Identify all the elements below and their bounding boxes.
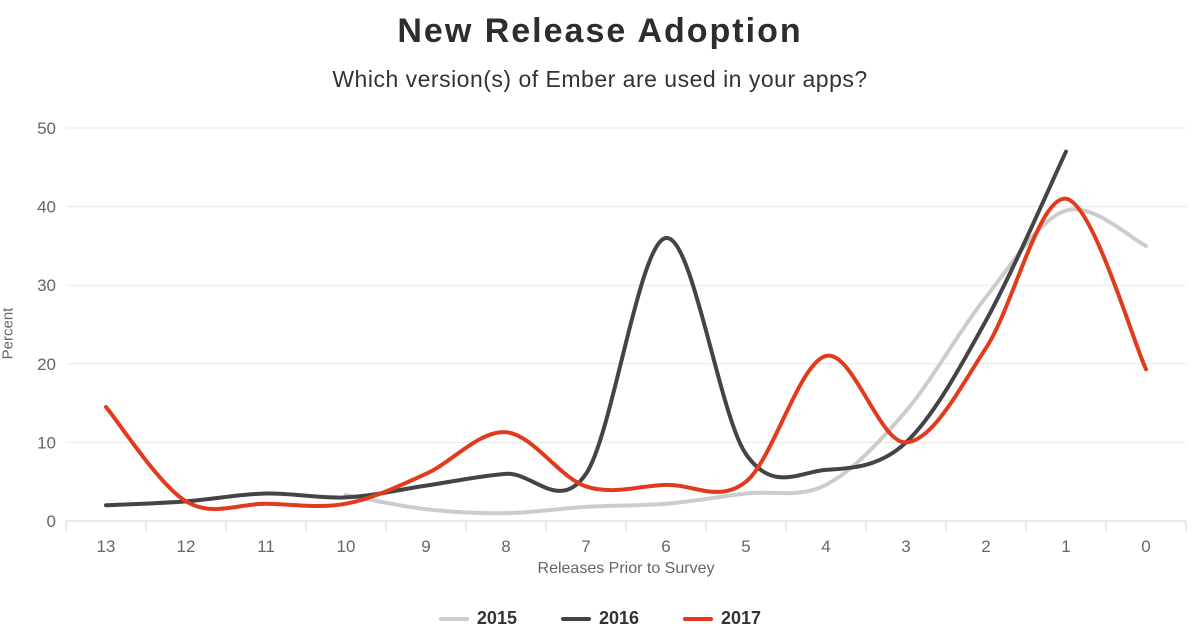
x-tick-label: 7 [581, 537, 590, 556]
x-tick-label: 11 [257, 537, 275, 556]
x-tick-label: 2 [981, 537, 990, 556]
x-tick-label: 4 [821, 537, 830, 556]
y-tick-label: 40 [37, 198, 56, 217]
legend-item-2016[interactable]: 2016 [560, 608, 640, 629]
series-line-2017[interactable] [104, 196, 1148, 512]
y-tick-label: 20 [37, 355, 56, 374]
x-tick-label: 1 [1061, 537, 1070, 556]
legend: 2015 2016 2017 [0, 608, 1200, 629]
y-tick-label: 10 [37, 433, 56, 452]
x-tick-label: 3 [901, 537, 910, 556]
y-axis-title: Percent [0, 307, 17, 360]
legend-label-2016: 2016 [598, 608, 640, 628]
legend-item-2017[interactable]: 2017 [683, 608, 761, 629]
x-tick-label: 0 [1141, 537, 1150, 556]
x-tick-label: 9 [421, 537, 430, 556]
legend-item-2015[interactable]: 2015 [438, 608, 517, 629]
legend-swatch-2015 [438, 616, 469, 621]
series-line-2016[interactable] [104, 149, 1068, 508]
x-axis-title: Releases Prior to Survey [537, 560, 715, 577]
y-tick-label: 30 [37, 276, 56, 295]
x-tick-label: 6 [661, 537, 670, 556]
y-tick-label: 0 [47, 512, 56, 531]
legend-label-2017: 2017 [721, 608, 762, 628]
legend-label-2015: 2015 [476, 608, 517, 628]
x-tick-label: 13 [97, 537, 116, 556]
y-tick-label: 50 [37, 119, 56, 138]
x-tick-label: 10 [337, 537, 356, 556]
x-tick-label: 12 [177, 537, 196, 556]
x-tick-label: 8 [501, 537, 510, 556]
legend-swatch-2017 [683, 616, 714, 621]
legend-swatch-2016 [560, 616, 591, 621]
chart-title: New Release Adoption [397, 12, 803, 50]
chart-subtitle: Which version(s) of Ember are used in yo… [332, 66, 868, 92]
x-tick-label: 5 [741, 537, 750, 556]
